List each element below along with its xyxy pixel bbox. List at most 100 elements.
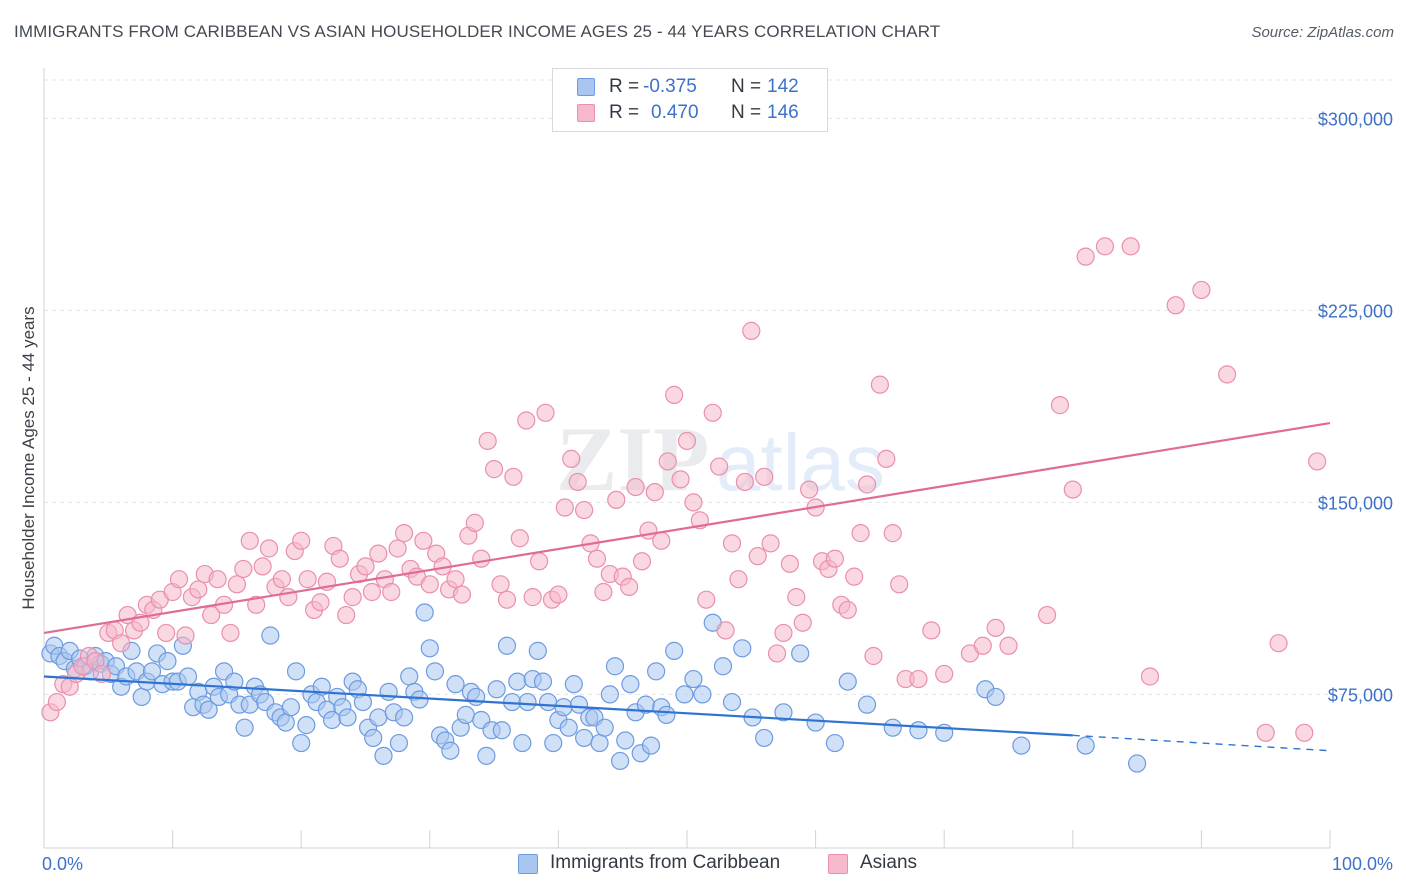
data-point <box>374 746 393 765</box>
data-point <box>353 692 373 712</box>
data-point <box>176 626 195 645</box>
axes <box>43 68 1331 849</box>
data-point <box>791 644 810 663</box>
legend-swatch-asians <box>577 104 595 122</box>
data-point <box>1037 605 1057 625</box>
data-point <box>492 721 511 740</box>
data-point <box>497 636 517 655</box>
data-point <box>513 733 532 753</box>
data-point <box>425 662 445 681</box>
data-point <box>286 662 306 681</box>
data-point <box>595 718 614 737</box>
data-point <box>748 547 767 566</box>
data-point <box>272 570 292 589</box>
y-tick-label: $75,000 <box>1328 685 1393 705</box>
data-point <box>999 636 1018 655</box>
data-point <box>735 472 754 492</box>
data-point <box>441 741 460 760</box>
data-point <box>857 695 877 714</box>
data-point <box>665 385 684 404</box>
data-point <box>800 480 819 499</box>
data-point <box>478 431 497 451</box>
data-point <box>1076 736 1095 755</box>
bottom-legend-label: Immigrants from Caribbean <box>550 852 781 873</box>
data-point <box>465 513 484 532</box>
data-point <box>645 483 664 502</box>
data-point <box>562 449 581 468</box>
data-point <box>774 703 793 722</box>
data-point <box>1256 723 1275 742</box>
data-point <box>703 403 722 422</box>
data-point <box>671 470 690 489</box>
data-point <box>281 698 301 717</box>
data-point <box>364 728 383 748</box>
data-point <box>1140 667 1160 686</box>
data-point <box>415 603 434 622</box>
data-point <box>607 490 626 509</box>
data-point <box>47 692 66 712</box>
data-point <box>510 529 529 548</box>
data-point <box>472 549 491 568</box>
bottom-legend-swatch-asians <box>828 854 848 874</box>
data-point <box>292 531 311 550</box>
data-point <box>539 692 558 712</box>
data-point <box>158 652 177 671</box>
data-point <box>276 713 295 732</box>
y-tick-label: $150,000 <box>1318 493 1393 513</box>
grid-lines <box>44 79 1394 695</box>
data-point <box>657 705 676 724</box>
trend-line-asians <box>43 421 1331 635</box>
data-point <box>1308 452 1327 471</box>
data-point <box>369 708 388 727</box>
data-point <box>530 552 549 571</box>
data-point <box>909 669 928 689</box>
data-point <box>1076 247 1095 266</box>
data-point <box>410 690 429 709</box>
data-point <box>722 692 742 712</box>
data-point <box>838 600 857 620</box>
data-point <box>806 713 825 732</box>
data-point <box>755 728 774 748</box>
data-point <box>1050 396 1070 415</box>
legend-r-value: -0.375 <box>643 76 697 97</box>
x-tick-label: 100.0% <box>1332 854 1393 874</box>
data-point <box>389 733 409 753</box>
data-point <box>684 669 703 689</box>
data-point <box>1127 754 1147 773</box>
data-point <box>793 613 812 632</box>
data-point <box>157 623 176 643</box>
data-point <box>142 662 162 681</box>
data-point <box>733 639 752 658</box>
data-point <box>722 534 742 553</box>
data-point <box>504 467 523 486</box>
data-point <box>986 687 1005 707</box>
data-point <box>605 657 625 676</box>
data-point <box>234 559 253 579</box>
data-point <box>330 549 349 568</box>
data-point <box>544 733 563 753</box>
bottom-legend-label: Asians <box>860 852 918 873</box>
data-point <box>132 687 151 707</box>
data-point <box>877 449 896 468</box>
data-point <box>922 621 941 640</box>
data-point <box>716 621 735 640</box>
data-point <box>169 570 189 589</box>
data-point <box>864 646 883 666</box>
data-point <box>189 580 208 599</box>
data-point <box>851 524 870 543</box>
data-point <box>1166 296 1185 315</box>
data-point <box>767 644 787 663</box>
data-point <box>559 718 578 737</box>
data-point <box>569 695 589 714</box>
data-point <box>729 570 748 589</box>
data-point <box>742 321 761 340</box>
data-point <box>568 472 587 492</box>
data-point <box>774 623 793 643</box>
data-point <box>485 460 504 479</box>
data-point <box>497 590 517 609</box>
data-point <box>825 733 844 753</box>
series-caribbean-points <box>41 603 1147 773</box>
watermark-atlas: atlas <box>716 418 885 507</box>
data-point <box>890 575 909 594</box>
